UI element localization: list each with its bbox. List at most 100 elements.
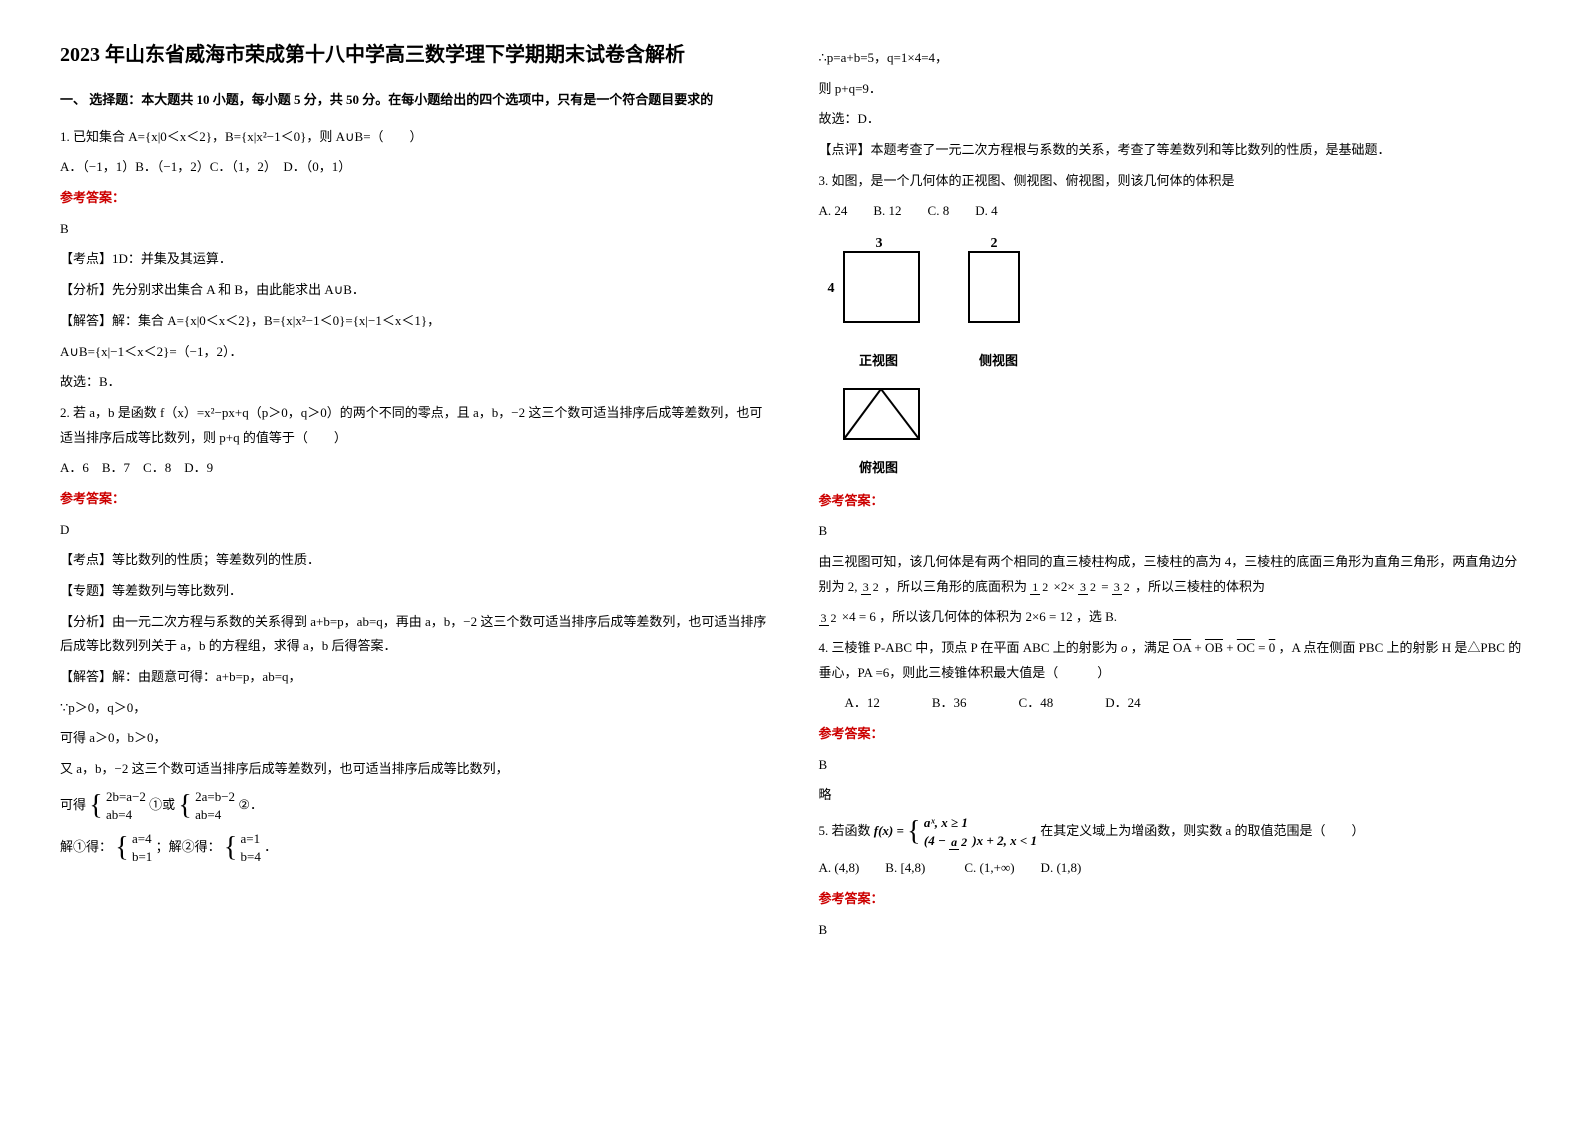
three-view-diagram: 3 4 2 正视图 侧视图 俯视图: [819, 232, 1528, 480]
q4-answer-label: 参考答案：: [819, 722, 1528, 747]
q5-piece1: aˣ, x ≥ 1: [924, 815, 968, 830]
q2-cont-3: 故选：D．: [819, 107, 1528, 132]
brace-icon: {: [89, 792, 102, 820]
q3-exp-text: ×4 = 6: [842, 609, 876, 624]
q2-solve1-top: a=4: [132, 831, 152, 846]
q2-exp-analysis: 【分析】由一元二次方程与系数的关系得到 a+b=p，ab=q，再由 a，b，−2…: [60, 610, 769, 659]
q2-brace2: 2a=b−2 ab=4: [195, 788, 235, 824]
q3-exp-text: ，所以三棱柱的体积为: [1135, 579, 1265, 594]
q1-answer-label: 参考答案：: [60, 186, 769, 211]
q5-lead: 5. 若函数: [819, 823, 871, 838]
vector-equation: OA + OB + OC = 0: [1173, 640, 1275, 655]
q4-stem-a: 4. 三棱锥 P-ABC 中，顶点 P 在平面 ABC 上的射影为: [819, 640, 1118, 655]
brace-icon: {: [907, 818, 920, 846]
q2-cont-2: 则 p+q=9．: [819, 77, 1528, 102]
q2-answer-label: 参考答案：: [60, 487, 769, 512]
q2-exp-solve: 【解答】解：由题意可得：a+b=p，ab=q，: [60, 665, 769, 690]
q2-exp-cond2: 可得 a＞0，b＞0，: [60, 726, 769, 751]
q2-solve2-bot: b=4: [241, 849, 261, 864]
q3-explanation-1: 由三视图可知，该几何体是有两个相同的直三棱柱构成，三棱柱的高为 4，三棱柱的底面…: [819, 550, 1528, 599]
q5-piecewise: aˣ, x ≥ 1 (4 − a2 )x + 2, x < 1: [924, 814, 1037, 850]
front-side-view-icon: 3 4 2: [819, 232, 1059, 347]
q3-exp-text: ，选 B.: [1076, 609, 1117, 624]
section-1-heading: 一、 选择题：本大题共 10 小题，每小题 5 分，共 50 分。在每小题给出的…: [60, 88, 769, 113]
q2-cont-4: 【点评】本题考查了一元二次方程根与系数的关系，考查了等差数列和等比数列的性质，是…: [819, 138, 1528, 163]
q2-exp-subject: 【专题】等差数列与等比数列．: [60, 579, 769, 604]
q2-options: A．6 B．7 C．8 D．9: [60, 456, 769, 481]
q4-stem-sym: o: [1121, 640, 1128, 655]
q2-brace2-top: 2a=b−2: [195, 789, 235, 804]
right-column: ∴p=a+b=5，q=1×4=4， 则 p+q=9． 故选：D． 【点评】本题考…: [819, 40, 1528, 949]
q4-stem: 4. 三棱锥 P-ABC 中，顶点 P 在平面 ABC 上的射影为 o ，满足 …: [819, 636, 1528, 685]
q2-stem: 2. 若 a，b 是函数 f（x）=x²−px+q（p＞0，q＞0）的两个不同的…: [60, 401, 769, 450]
q2-solve-end: ．: [264, 839, 277, 854]
label-4: 4: [827, 281, 834, 296]
fraction-icon: a2: [949, 836, 969, 849]
q2-brace1-top: 2b=a−2: [106, 789, 146, 804]
q2-brace-mid2: ②．: [238, 797, 263, 812]
q5-tail: 在其定义域上为增函数，则实数 a 的取值范围是（ ）: [1040, 823, 1364, 838]
q4-options: A．12 B．36 C．48 D．24: [819, 691, 1528, 716]
q5-fx: f(x) =: [874, 823, 904, 838]
top-view-caption: 俯视图: [819, 456, 939, 481]
q2-solve2-top: a=1: [241, 831, 261, 846]
q1-exp-solve: 【解答】解：集合 A={x|0＜x＜2}，B={x|x²−1＜0}={x|−1＜…: [60, 309, 769, 334]
q1-answer-letter: B: [60, 217, 769, 242]
fraction-icon: 12: [1030, 581, 1050, 594]
q4-explanation: 略: [819, 783, 1528, 808]
label-2: 2: [990, 236, 997, 251]
q2-cont-1: ∴p=a+b=5，q=1×4=4，: [819, 46, 1528, 71]
q5-answer-letter: B: [819, 918, 1528, 943]
q2-brace-line: 可得 { 2b=a−2 ab=4 ①或 { 2a=b−2 ab=4 ②．: [60, 788, 769, 824]
q2-solve-line: 解①得： { a=4 b=1 ；解②得： { a=1 b=4 ．: [60, 830, 769, 866]
q1-exp-analysis: 【分析】先分别求出集合 A 和 B，由此能求出 A∪B．: [60, 278, 769, 303]
q3-exp-text: ×2×: [1054, 579, 1075, 594]
q3-exp-text: ，所以三角形的底面积为: [884, 579, 1027, 594]
fraction-icon: 32: [861, 581, 881, 594]
q2-solve2: a=1 b=4: [241, 830, 261, 866]
q2-solve-lead: 解①得：: [60, 839, 112, 854]
q3-exp-text: 2×6 = 12: [1025, 609, 1072, 624]
q5-stem: 5. 若函数 f(x) = { aˣ, x ≥ 1 (4 − a2 )x + 2…: [819, 814, 1528, 850]
fraction-icon: 32: [819, 612, 839, 625]
front-view-caption: 正视图: [819, 349, 939, 374]
q1-exp-topic: 【考点】1D：并集及其运算．: [60, 247, 769, 272]
q3-exp-text: ，所以该几何体的体积为: [879, 609, 1022, 624]
q5-answer-label: 参考答案：: [819, 887, 1528, 912]
q2-exp-topic: 【考点】等比数列的性质；等差数列的性质．: [60, 548, 769, 573]
q3-answer-label: 参考答案：: [819, 489, 1528, 514]
q4-answer-letter: B: [819, 753, 1528, 778]
q2-exp-cond1: ∵p＞0，q＞0，: [60, 696, 769, 721]
q2-brace1-bot: ab=4: [106, 807, 132, 822]
q2-brace2-bot: ab=4: [195, 807, 221, 822]
top-view-icon: [819, 374, 939, 454]
q3-answer-letter: B: [819, 519, 1528, 544]
q5-options: A. (4,8) B. [4,8) C. (1,+∞) D. (1,8): [819, 856, 1528, 881]
q3-stem: 3. 如图，是一个几何体的正视图、侧视图、俯视图，则该几何体的体积是: [819, 169, 1528, 194]
exam-title: 2023 年山东省威海市荣成第十八中学高三数学理下学期期末试卷含解析: [60, 40, 769, 70]
side-view-caption: 侧视图: [939, 349, 1059, 374]
fraction-icon: 32: [1112, 581, 1132, 594]
q2-brace1: 2b=a−2 ab=4: [106, 788, 146, 824]
q2-solve1-bot: b=1: [132, 849, 152, 864]
q2-solve1: a=4 b=1: [132, 830, 152, 866]
q3-options: A. 24 B. 12 C. 8 D. 4: [819, 199, 1528, 224]
q1-exp-choice: 故选：B．: [60, 370, 769, 395]
q4-stem-b: ，满足: [1131, 640, 1170, 655]
label-3: 3: [875, 236, 882, 251]
brace-icon: {: [178, 792, 191, 820]
fraction-icon: 32: [1078, 581, 1098, 594]
q5-piece2b: )x + 2, x < 1: [972, 833, 1037, 848]
brace-icon: {: [115, 834, 128, 862]
q2-answer-letter: D: [60, 518, 769, 543]
q3-explanation-2: 32 ×4 = 6 ，所以该几何体的体积为 2×6 = 12 ，选 B.: [819, 605, 1528, 630]
q2-solve-mid: ；解②得：: [156, 839, 221, 854]
brace-icon: {: [224, 834, 237, 862]
q5-piece2a: (4 −: [924, 833, 946, 848]
q2-brace-lead: 可得: [60, 797, 86, 812]
q1-stem: 1. 已知集合 A={x|0＜x＜2}，B={x|x²−1＜0}，则 A∪B=（…: [60, 125, 769, 150]
q3-exp-text: =: [1101, 579, 1108, 594]
q1-exp-result: A∪B={x|−1＜x＜2}=（−1，2）．: [60, 340, 769, 365]
q3-exp-text: 2,: [848, 579, 858, 594]
q2-brace-mid1: ①或: [149, 797, 175, 812]
